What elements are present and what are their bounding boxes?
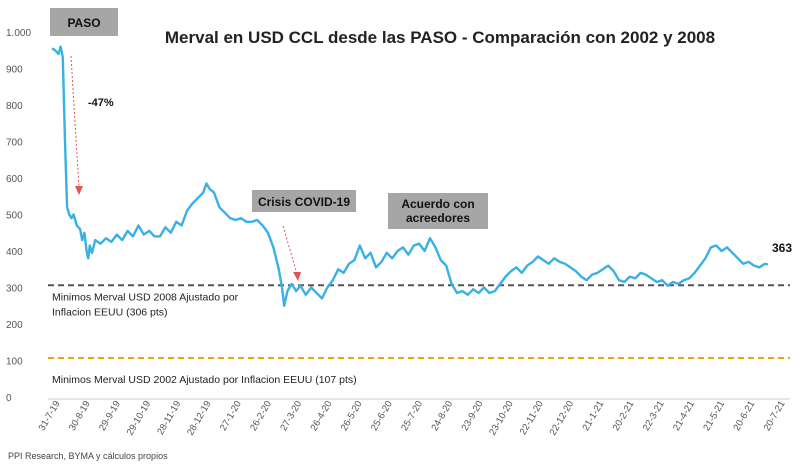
series-group bbox=[51, 45, 769, 307]
x-axis: 31-7-19 30-8-19 29-9-19 29-10-19 28-11-19 28-… bbox=[37, 398, 790, 437]
covid-arrow bbox=[282, 225, 298, 275]
y-tick-label: 1.000 bbox=[6, 28, 31, 39]
x-tick-label: 20-7-21 bbox=[762, 399, 788, 433]
y-tick-label: 100 bbox=[6, 357, 23, 368]
x-tick-label: 29-10-19 bbox=[125, 399, 154, 437]
x-tick-label: 24-8-20 bbox=[429, 399, 455, 433]
x-tick-label: 27-3-20 bbox=[278, 399, 304, 433]
reference-lines: Minimos Merval USD 2008 Ajustado por Infl… bbox=[48, 284, 790, 386]
y-tick-label: 900 bbox=[6, 65, 23, 76]
x-tick-label: 26-2-20 bbox=[248, 399, 274, 433]
y-tick-label: 400 bbox=[6, 247, 23, 258]
x-tick-label: 21-1-21 bbox=[580, 399, 606, 433]
x-tick-label: 26-5-20 bbox=[339, 399, 365, 433]
y-tick-label: 300 bbox=[6, 284, 23, 295]
source-note: PPI Research, BYMA y cálculos propios bbox=[8, 451, 168, 461]
x-tick-label: 26-4-20 bbox=[309, 399, 335, 433]
drop-percent-label: -47% bbox=[88, 97, 114, 109]
x-tick-label: 28-11-19 bbox=[155, 399, 183, 437]
x-tick-label: 23-9-20 bbox=[460, 399, 486, 433]
covid-arrow-head bbox=[293, 272, 301, 281]
paso-arrow bbox=[70, 55, 80, 189]
y-axis: 0 100 200 300 400 500 600 700 800 900 1.000 bbox=[6, 28, 31, 404]
ref-label-2002: Minimos Merval USD 2002 Ajustado por Inf… bbox=[52, 374, 357, 386]
x-tick-label: 29-9-19 bbox=[97, 399, 123, 433]
acuerdo-label: Acuerdo con acreedores bbox=[401, 197, 474, 225]
x-tick-label: 25-6-20 bbox=[369, 399, 395, 433]
annotations: PASO -47% Crisis COVID-19 Acuerdo con acreed… bbox=[50, 8, 792, 281]
acuerdo-box bbox=[388, 193, 488, 229]
x-tick-label: 28-12-19 bbox=[185, 399, 214, 437]
series-line-merval bbox=[51, 45, 769, 307]
chart-title: Merval en USD CCL desde las PASO - Compa… bbox=[165, 28, 715, 47]
y-tick-label: 0 bbox=[6, 393, 12, 404]
x-tick-label: 27-1-20 bbox=[218, 399, 244, 433]
y-tick-label: 200 bbox=[6, 320, 23, 331]
y-tick-label: 800 bbox=[6, 101, 23, 112]
x-tick-label: 30-8-19 bbox=[67, 399, 93, 433]
covid-box bbox=[252, 190, 356, 212]
x-tick-label: 31-7-19 bbox=[37, 399, 63, 433]
x-tick-label: 21-5-21 bbox=[701, 399, 727, 433]
y-tick-label: 600 bbox=[6, 174, 23, 185]
x-tick-label: 21-4-21 bbox=[671, 399, 697, 433]
x-tick-label: 22-3-21 bbox=[641, 399, 667, 433]
covid-label: Crisis COVID-19 bbox=[258, 195, 350, 209]
x-tick-label: 22-11-20 bbox=[518, 399, 546, 437]
x-tick-label: 23-10-20 bbox=[487, 399, 516, 437]
x-tick-label: 25-7-20 bbox=[399, 399, 425, 433]
paso-label: PASO bbox=[67, 16, 100, 30]
x-tick-label: 22-12-20 bbox=[548, 399, 577, 437]
ref-label-2008: Minimos Merval USD 2008 Ajustado por Infl… bbox=[52, 291, 239, 318]
y-tick-label: 500 bbox=[6, 211, 23, 222]
x-tick-label: 20-6-21 bbox=[731, 399, 757, 433]
end-value-label: 363 bbox=[772, 241, 792, 255]
paso-arrow-head bbox=[75, 186, 83, 195]
x-tick-label: 20-2-21 bbox=[611, 399, 637, 433]
y-tick-label: 700 bbox=[6, 138, 23, 149]
paso-box bbox=[50, 8, 118, 36]
